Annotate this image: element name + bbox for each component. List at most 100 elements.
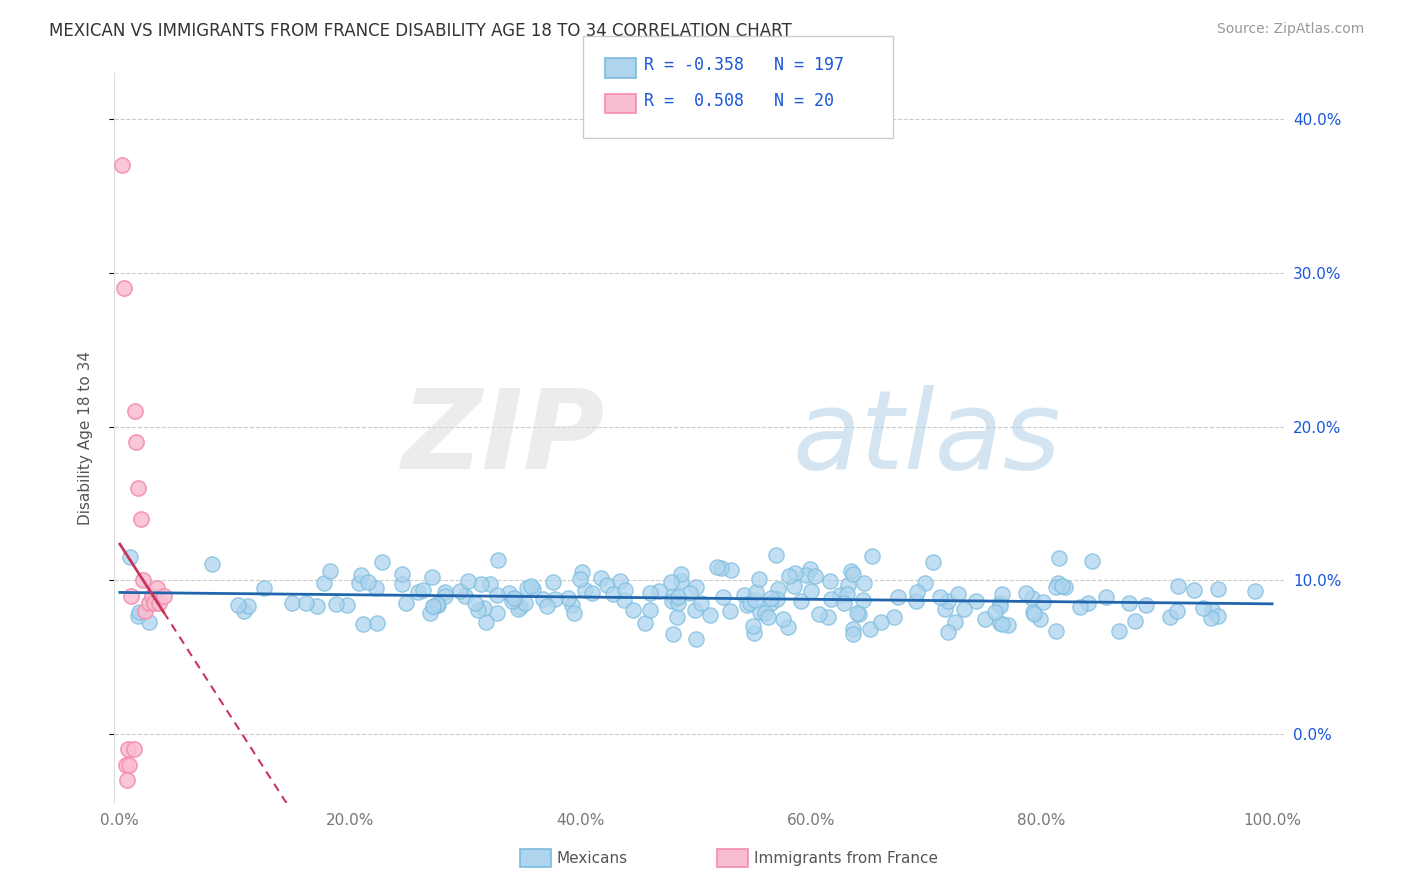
- Point: [305, 599, 328, 613]
- Point: [295, 596, 318, 610]
- Point: [638, 603, 661, 617]
- Point: [946, 586, 969, 600]
- Point: [699, 608, 721, 623]
- Point: [799, 562, 821, 576]
- Point: [1081, 554, 1104, 568]
- Point: [485, 588, 508, 602]
- Point: [118, 757, 141, 772]
- Point: [148, 596, 170, 610]
- Point: [859, 622, 882, 636]
- Point: [454, 589, 477, 603]
- Point: [661, 594, 683, 608]
- Point: [929, 591, 952, 605]
- Point: [201, 557, 224, 571]
- Point: [1076, 596, 1098, 610]
- Point: [808, 607, 831, 621]
- Point: [737, 598, 759, 612]
- Point: [666, 591, 689, 605]
- Point: [720, 563, 742, 577]
- Point: [467, 603, 489, 617]
- Point: [1201, 603, 1223, 617]
- Point: [506, 602, 529, 616]
- Point: [125, 434, 148, 449]
- Point: [127, 609, 149, 624]
- Point: [983, 605, 1005, 619]
- Point: [1135, 598, 1157, 612]
- Point: [426, 597, 449, 611]
- Point: [233, 603, 256, 617]
- Point: [841, 565, 863, 579]
- Point: [509, 600, 531, 615]
- Point: [991, 587, 1014, 601]
- Point: [659, 574, 682, 589]
- Point: [325, 597, 347, 611]
- Point: [544, 591, 567, 606]
- Point: [391, 566, 413, 581]
- Point: [132, 574, 155, 588]
- Text: R =  0.508   N = 20: R = 0.508 N = 20: [644, 92, 834, 110]
- Point: [434, 589, 457, 603]
- Point: [312, 575, 335, 590]
- Point: [531, 592, 554, 607]
- Point: [449, 584, 471, 599]
- Point: [1123, 614, 1146, 628]
- Point: [772, 612, 794, 626]
- Point: [837, 578, 859, 592]
- Point: [1069, 600, 1091, 615]
- Point: [118, 550, 141, 565]
- Point: [560, 598, 582, 612]
- Text: Mexicans: Mexicans: [557, 851, 628, 865]
- Point: [742, 619, 765, 633]
- Point: [498, 586, 520, 600]
- Point: [319, 564, 342, 578]
- Point: [759, 591, 782, 605]
- Point: [1047, 550, 1070, 565]
- Point: [522, 582, 544, 596]
- Point: [114, 757, 136, 772]
- Point: [352, 616, 374, 631]
- Point: [1167, 579, 1189, 593]
- Point: [1206, 582, 1229, 596]
- Point: [749, 605, 772, 619]
- Point: [569, 572, 592, 586]
- Text: Immigrants from France: Immigrants from France: [754, 851, 938, 865]
- Point: [485, 606, 508, 620]
- Point: [1047, 576, 1070, 591]
- Point: [800, 584, 823, 599]
- Point: [433, 585, 456, 599]
- Point: [818, 574, 841, 588]
- Point: [742, 625, 765, 640]
- Point: [887, 590, 910, 604]
- Point: [145, 581, 167, 595]
- Point: [120, 589, 142, 603]
- Point: [936, 624, 959, 639]
- Point: [1244, 584, 1267, 599]
- Point: [638, 585, 661, 599]
- Point: [943, 615, 966, 630]
- Point: [350, 568, 373, 582]
- Point: [785, 566, 807, 580]
- Point: [143, 596, 166, 610]
- Point: [671, 567, 693, 582]
- Point: [236, 599, 259, 613]
- Point: [817, 609, 839, 624]
- Point: [366, 581, 388, 595]
- Point: [129, 512, 152, 526]
- Point: [710, 561, 733, 575]
- Point: [685, 632, 707, 646]
- Point: [842, 567, 865, 582]
- Point: [860, 549, 883, 563]
- Point: [718, 604, 741, 618]
- Point: [914, 575, 936, 590]
- Point: [470, 577, 492, 591]
- Point: [690, 597, 713, 611]
- Point: [666, 596, 689, 610]
- Point: [768, 582, 790, 596]
- Point: [748, 572, 770, 586]
- Point: [1045, 624, 1067, 639]
- Point: [1032, 595, 1054, 609]
- Point: [356, 575, 378, 590]
- Point: [934, 602, 956, 616]
- Point: [706, 560, 728, 574]
- Point: [922, 555, 945, 569]
